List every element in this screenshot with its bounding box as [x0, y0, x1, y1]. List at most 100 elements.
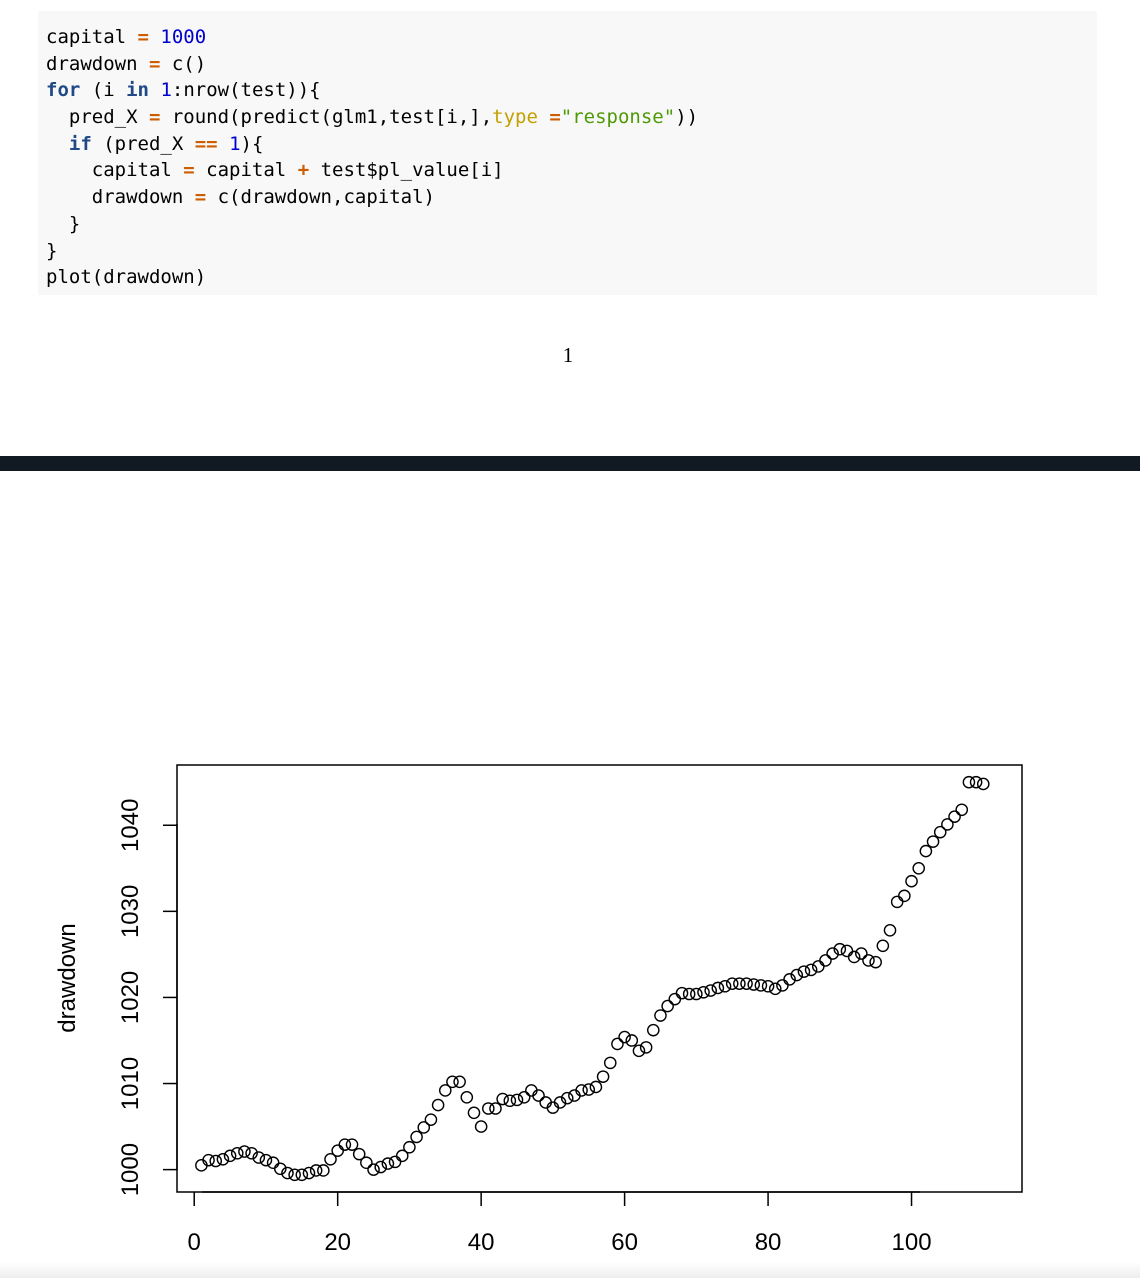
data-point: [388, 1155, 402, 1169]
data-point: [625, 1034, 639, 1047]
data-point: [898, 889, 911, 903]
data-point: [632, 1044, 646, 1058]
data-point: [704, 984, 717, 997]
data-point: [905, 874, 918, 888]
data-point: [259, 1153, 273, 1167]
code-token: +: [297, 159, 310, 182]
data-point: [216, 1152, 230, 1166]
data-point: [776, 979, 789, 992]
y-tick-label: 1020: [117, 971, 144, 1024]
data-point: [819, 954, 832, 967]
y-axis-label: drawdown: [54, 923, 81, 1032]
x-tick-label: 80: [755, 1229, 782, 1256]
code-token: =: [148, 106, 161, 129]
data-point: [424, 1113, 438, 1126]
code-token: (i: [80, 79, 127, 102]
data-point: [725, 977, 739, 990]
data-point: [209, 1154, 223, 1168]
code-token: 1000: [160, 26, 207, 48]
code-token: capital: [194, 159, 298, 182]
data-point: [238, 1145, 251, 1158]
code-block: capital = 1000 drawdown = c() for (i in 1:…: [38, 11, 1097, 295]
code-token: for: [46, 79, 81, 102]
data-point: [855, 947, 868, 960]
y-tick-label: 1010: [117, 1057, 144, 1110]
data-point: [783, 973, 796, 986]
data-point: [747, 978, 761, 991]
data-point: [302, 1166, 316, 1180]
y-tick-label: 1030: [117, 885, 144, 938]
data-point: [496, 1092, 509, 1106]
code-token: pred_X: [46, 106, 149, 129]
code-line: capital = 1000: [46, 24, 1097, 51]
code-token: =: [183, 159, 195, 182]
data-point: [711, 981, 725, 995]
data-point: [646, 1023, 660, 1037]
code-token: capital: [46, 159, 184, 182]
data-point: [768, 982, 782, 996]
data-point: [690, 987, 703, 1001]
data-point: [969, 775, 983, 789]
code-line: capital = capital + test$pl_value[i]: [46, 157, 1097, 184]
data-point: [352, 1147, 366, 1161]
code-token: :nrow(test)){: [171, 79, 321, 102]
data-point: [503, 1094, 517, 1108]
data-point: [733, 977, 746, 990]
data-point: [489, 1102, 502, 1115]
data-point: [697, 985, 710, 999]
code-token: drawdown: [46, 52, 149, 75]
data-point: [410, 1130, 423, 1144]
code-token: =: [148, 52, 161, 75]
code-line: for (i in 1:nrow(test)){: [46, 77, 1097, 104]
data-point: [962, 775, 976, 789]
code-lines: capital = 1000 drawdown = c() for (i in 1:…: [46, 24, 1097, 291]
data-point: [919, 844, 933, 858]
bottom-fade: [0, 1262, 1140, 1278]
data-point: [281, 1166, 294, 1180]
data-point: [395, 1149, 409, 1163]
code-token: )): [675, 106, 699, 129]
data-point: [603, 1056, 617, 1070]
data-point: [661, 999, 674, 1013]
data-point: [245, 1146, 258, 1160]
code-token: in: [126, 79, 149, 102]
data-point: [869, 955, 882, 969]
data-point: [381, 1157, 395, 1170]
data-point: [682, 987, 696, 1001]
data-point: [202, 1153, 215, 1167]
data-point: [833, 942, 847, 956]
data-point: [596, 1070, 610, 1083]
code-token: type: [492, 106, 538, 129]
code-line: plot(drawdown): [46, 264, 1097, 291]
data-point: [474, 1120, 488, 1133]
y-tick-label: 1000: [117, 1143, 144, 1196]
data-point: [431, 1098, 445, 1112]
data-point: [374, 1160, 388, 1174]
data-point: [611, 1037, 624, 1051]
data-point: [360, 1156, 373, 1170]
x-tick-label: 60: [611, 1229, 638, 1256]
y-axis-ticks: 1000 1010 1020 1030 1040: [117, 799, 177, 1196]
code-token: plot(drawdown): [46, 266, 207, 289]
code-line: }: [46, 211, 1097, 238]
x-axis-ticks: 0 20 40 60 80 100: [188, 1192, 932, 1256]
data-point: [790, 968, 804, 982]
code-token: c(drawdown,capital): [206, 186, 435, 209]
code-token: ==: [194, 132, 218, 155]
data-points: [195, 775, 990, 1182]
data-point: [761, 979, 775, 993]
code-token: "response": [560, 106, 676, 129]
code-token: (pred_X: [91, 132, 195, 155]
code-token: =: [537, 106, 561, 129]
data-point: [266, 1156, 280, 1170]
data-point: [804, 963, 818, 977]
data-point: [675, 986, 689, 1000]
data-point: [933, 825, 947, 839]
data-point: [589, 1080, 603, 1094]
data-point: [295, 1168, 309, 1182]
data-point: [560, 1091, 574, 1105]
data-point: [345, 1138, 359, 1151]
data-point: [273, 1162, 287, 1176]
data-point: [639, 1041, 653, 1054]
